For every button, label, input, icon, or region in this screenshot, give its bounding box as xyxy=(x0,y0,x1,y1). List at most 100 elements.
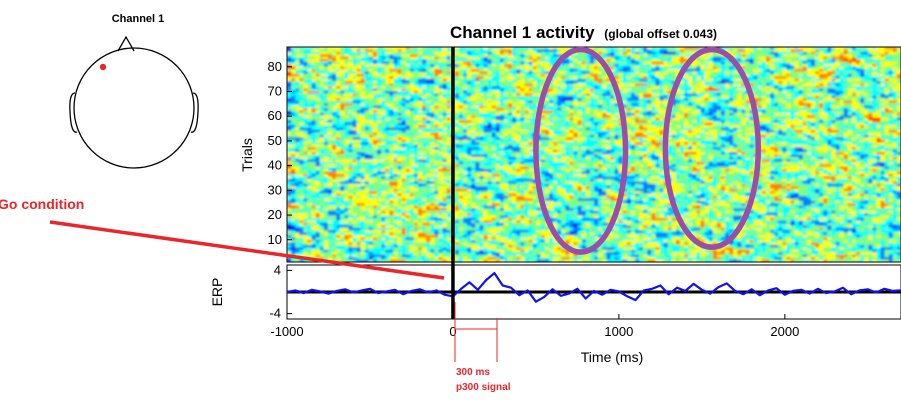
heatmap-cell xyxy=(319,61,325,65)
heatmap-cell xyxy=(446,61,452,65)
heatmap-cell xyxy=(548,61,554,65)
heatmap-cell xyxy=(409,47,415,51)
heatmap-cell xyxy=(729,51,734,55)
heatmap-cell xyxy=(798,56,804,60)
heatmap-cell xyxy=(553,51,558,55)
heatmap-cell xyxy=(336,47,341,51)
heatmap-cell xyxy=(336,64,341,68)
heatmap-cell xyxy=(782,51,787,55)
heatmap-cell xyxy=(569,56,575,60)
heatmap-cell xyxy=(508,56,513,60)
heatmap-cell xyxy=(512,51,517,55)
heatmap-cell xyxy=(864,59,869,63)
heatmap-cell xyxy=(352,59,358,63)
heatmap-cell xyxy=(503,47,509,51)
heatmap-cell xyxy=(557,47,562,51)
heatmap-cell xyxy=(295,47,300,51)
heatmap-cell xyxy=(692,49,697,53)
heatmap-cell xyxy=(835,51,841,55)
heatmap-cell xyxy=(622,59,628,63)
heatmap-cell xyxy=(655,47,661,51)
heatmap-cell xyxy=(446,54,452,58)
heatmap-cell xyxy=(479,51,485,55)
heatmap-cell xyxy=(561,61,566,65)
heatmap-cell xyxy=(520,59,526,63)
heatmap-cell xyxy=(741,49,747,53)
heatmap-cell xyxy=(876,51,882,55)
heatmap-cell xyxy=(855,61,861,65)
heatmap-cell xyxy=(806,59,812,63)
heatmap-cell xyxy=(495,47,501,51)
heatmap-cell xyxy=(704,59,710,63)
heatmap-cell xyxy=(716,54,722,58)
heatmap-cell xyxy=(639,54,644,58)
heatmap-cell xyxy=(454,56,460,60)
heatmap-cell xyxy=(851,47,857,51)
heatmap-cell xyxy=(438,59,444,63)
heatmap-cell xyxy=(311,56,317,60)
heatmap-cell xyxy=(724,59,730,63)
heatmap-cell xyxy=(368,56,374,60)
heatmap-cell xyxy=(315,54,321,58)
heatmap-cell xyxy=(381,54,386,58)
heatmap-cell xyxy=(291,49,296,53)
heatmap-cell xyxy=(323,61,329,65)
heatmap-cell xyxy=(434,64,440,68)
heatmap-cell xyxy=(888,56,894,60)
heatmap-cell xyxy=(442,56,448,60)
heatmap-cell xyxy=(639,59,644,63)
heatmap-cell xyxy=(675,51,681,55)
heatmap-cell xyxy=(422,61,427,65)
heatmap-cell xyxy=(385,47,390,51)
heatmap-cell xyxy=(634,51,640,55)
heatmap-cell xyxy=(540,54,546,58)
heatmap-cell xyxy=(393,56,399,60)
heatmap-cell xyxy=(446,56,452,60)
heatmap-cell xyxy=(810,54,816,58)
heatmap-cell xyxy=(368,59,374,63)
heatmap-cell xyxy=(483,61,489,65)
heatmap-cell xyxy=(610,59,616,63)
heatmap-cell xyxy=(667,61,673,65)
heatmap-cell xyxy=(810,59,816,63)
heatmap-cell xyxy=(851,49,857,53)
heatmap-cell xyxy=(307,49,313,53)
heatmap-cell xyxy=(295,51,300,55)
heatmap-cell xyxy=(847,59,853,63)
heatmap-cell xyxy=(438,54,444,58)
heatmap-cell xyxy=(659,59,665,63)
heatmap-cell xyxy=(499,51,505,55)
heatmap-cell xyxy=(532,64,538,68)
heatmap-cell xyxy=(679,49,685,53)
heatmap-cell xyxy=(315,64,321,68)
heatmap-cell xyxy=(397,51,403,55)
heatmap-cell xyxy=(622,56,628,60)
heatmap-cell xyxy=(798,49,804,53)
heatmap-cell xyxy=(352,51,358,55)
heatmap-cell xyxy=(287,64,292,68)
heatmap-cell xyxy=(544,47,550,51)
heatmap-cell xyxy=(778,51,783,55)
heatmap-cell xyxy=(287,61,292,65)
heatmap-cell xyxy=(692,61,697,65)
heatmap-cell xyxy=(454,51,460,55)
heatmap-cell xyxy=(553,47,558,51)
heatmap-cell xyxy=(458,64,464,68)
heatmap-cell xyxy=(360,54,366,58)
heatmap-cell xyxy=(348,47,354,51)
heatmap-cell xyxy=(442,64,448,68)
heatmap-cell xyxy=(291,59,296,63)
heatmap-cell xyxy=(344,51,349,55)
heatmap-cell xyxy=(770,61,775,65)
heatmap-cell xyxy=(786,56,792,60)
heatmap-cell xyxy=(401,56,407,60)
heatmap-cell xyxy=(839,56,845,60)
heatmap-cell xyxy=(467,47,472,51)
heatmap-cell xyxy=(839,47,845,51)
heatmap-cell xyxy=(417,61,423,65)
heatmap-cell xyxy=(663,54,669,58)
heatmap-cell xyxy=(381,61,386,65)
heatmap-cell xyxy=(589,59,595,63)
heatmap-cell xyxy=(626,51,632,55)
